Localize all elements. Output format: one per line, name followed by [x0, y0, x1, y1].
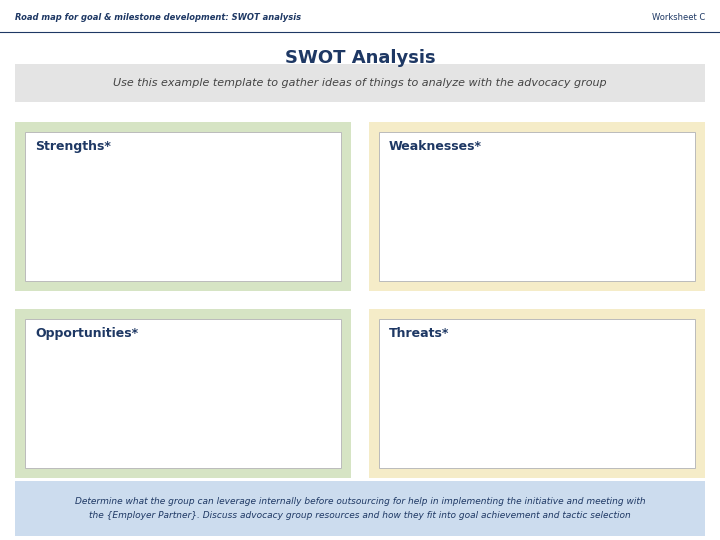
Text: Strengths*: Strengths* [35, 140, 111, 153]
Text: Threats*: Threats* [389, 327, 449, 340]
Bar [15, 481, 705, 536]
Text: Worksheet C: Worksheet C [652, 14, 705, 23]
Bar [369, 309, 705, 478]
Bar [25, 319, 341, 468]
Text: Use this example template to gather ideas of things to analyze with the advocacy: Use this example template to gather idea… [113, 78, 607, 88]
Bar [25, 132, 341, 281]
Text: Road map for goal & milestone development: SWOT analysis: Road map for goal & milestone developmen… [15, 14, 301, 23]
Bar [15, 64, 705, 102]
Bar [379, 132, 695, 281]
Bar [15, 309, 351, 478]
Text: Weaknesses*: Weaknesses* [389, 140, 482, 153]
Text: Opportunities*: Opportunities* [35, 327, 138, 340]
Text: SWOT Analysis: SWOT Analysis [284, 49, 436, 67]
Bar [369, 122, 705, 291]
Text: Determine what the group can leverage internally before outsourcing for help in : Determine what the group can leverage in… [75, 497, 645, 519]
Bar [15, 122, 351, 291]
Bar [379, 319, 695, 468]
